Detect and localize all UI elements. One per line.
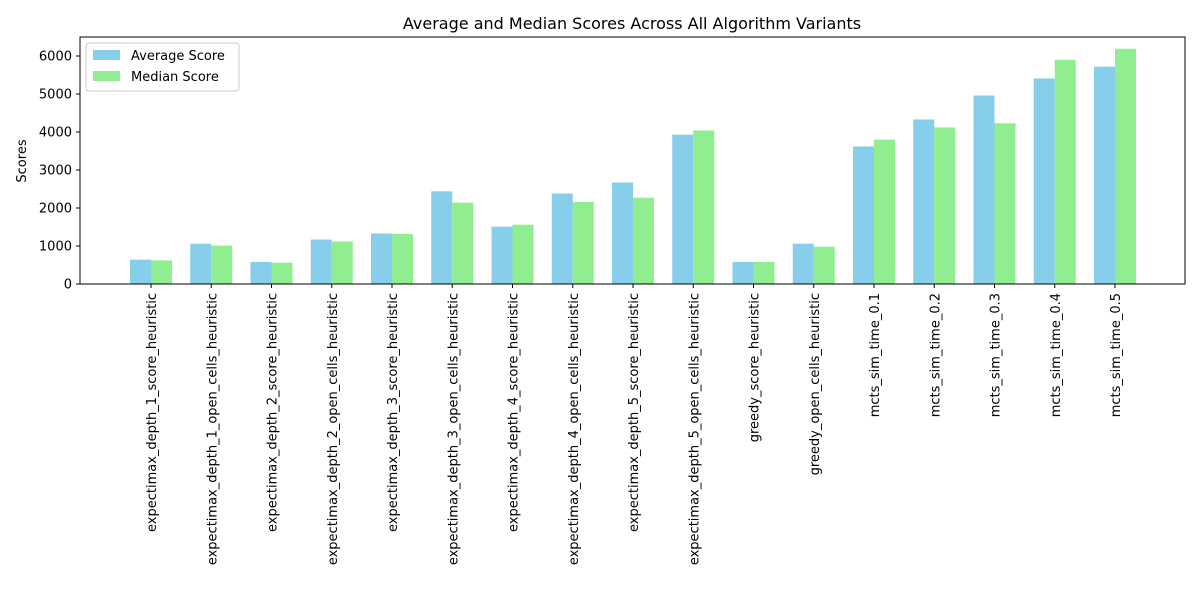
y-tick-label-1: 1000: [39, 240, 72, 255]
y-tick-label-2: 2000: [39, 202, 72, 217]
legend-box: [85, 42, 240, 92]
x-tick-label-14: mcts_sim_time_0.3: [989, 293, 1004, 417]
y-axis: 0 1000 2000 3000 4000 5000 6000: [39, 50, 80, 293]
median-score-bar-10: [753, 261, 775, 284]
average-score-bar-14: [973, 95, 995, 285]
average-score-bar-1: [190, 243, 212, 284]
x-tick-label-15: mcts_sim_time_0.4: [1049, 293, 1064, 417]
x-tick-label-1: expectimax_depth_1_open_cells_heuristic: [205, 293, 220, 565]
average-score-bar-5: [431, 191, 453, 284]
average-score-bar-6: [491, 226, 513, 284]
x-tick-label-9: expectimax_depth_5_open_cells_heuristic: [687, 293, 702, 565]
average-score-bar-9: [672, 134, 694, 284]
x-tick-label-4: expectimax_depth_3_score_heuristic: [386, 293, 401, 532]
average-score-bar-15: [1033, 78, 1055, 284]
median-score-bar-1: [211, 245, 233, 284]
average-score-bar-3: [310, 239, 332, 284]
x-tick-label-5: expectimax_depth_3_open_cells_heuristic: [446, 293, 461, 565]
x-tick-label-8: expectimax_depth_5_score_heuristic: [627, 293, 642, 532]
y-tick-label-3: 3000: [39, 164, 72, 179]
average-score-bar-2: [250, 261, 272, 284]
median-score-bar-12: [874, 139, 895, 284]
median-score-bar-0: [151, 260, 172, 284]
median-score-bar-7: [572, 201, 594, 284]
legend-swatch-1: [93, 71, 120, 81]
legend-swatch-0: [93, 50, 120, 60]
legend-label-0: Average Score: [131, 49, 225, 64]
legend: Average Score Median Score: [85, 42, 240, 92]
x-tick-label-12: mcts_sim_time_0.1: [868, 293, 883, 417]
median-score-bar-4: [392, 233, 413, 284]
average-score-bar-10: [732, 261, 754, 284]
average-score-bar-13: [913, 119, 935, 285]
plot-frame: [79, 36, 1186, 285]
x-tick-label-16: mcts_sim_time_0.5: [1109, 293, 1124, 417]
average-score-bar-12: [853, 146, 874, 284]
bars-group: [130, 48, 1136, 285]
y-tick-label-0: 0: [64, 278, 72, 293]
median-score-bar-3: [331, 241, 353, 284]
median-score-bar-2: [271, 262, 293, 284]
median-score-bar-15: [1054, 59, 1076, 284]
y-tick-label-5: 5000: [39, 88, 72, 103]
x-tick-label-6: expectimax_depth_4_score_heuristic: [507, 293, 522, 532]
average-score-bar-4: [371, 233, 392, 284]
x-tick-label-13: mcts_sim_time_0.2: [928, 293, 943, 417]
average-score-bar-0: [130, 259, 151, 284]
chart-title: Average and Median Scores Across All Alg…: [403, 14, 861, 33]
median-score-bar-11: [813, 246, 835, 284]
median-score-bar-16: [1115, 48, 1136, 284]
median-score-bar-9: [693, 130, 715, 284]
x-tick-label-2: expectimax_depth_2_score_heuristic: [266, 293, 281, 532]
median-score-bar-13: [934, 127, 956, 284]
y-tick-label-4: 4000: [39, 126, 72, 141]
average-score-bar-8: [612, 182, 633, 284]
average-score-bar-7: [551, 193, 573, 284]
x-tick-label-11: greedy_open_cells_heuristic: [808, 293, 823, 475]
median-score-bar-5: [452, 202, 474, 284]
legend-label-1: Median Score: [131, 70, 219, 85]
y-tick-label-6: 6000: [39, 50, 72, 65]
x-tick-label-0: expectimax_depth_1_score_heuristic: [145, 293, 160, 532]
x-tick-label-10: greedy_score_heuristic: [748, 293, 763, 442]
x-tick-label-7: expectimax_depth_4_open_cells_heuristic: [567, 293, 582, 565]
x-axis: expectimax_depth_1_score_heuristic expect…: [145, 284, 1124, 565]
y-axis-label: Scores: [15, 139, 30, 182]
average-score-bar-16: [1094, 66, 1115, 284]
median-score-bar-14: [994, 123, 1016, 284]
x-tick-label-3: expectimax_depth_2_open_cells_heuristic: [326, 293, 341, 565]
median-score-bar-8: [633, 197, 654, 284]
median-score-bar-6: [512, 224, 534, 284]
average-score-bar-11: [792, 243, 814, 284]
